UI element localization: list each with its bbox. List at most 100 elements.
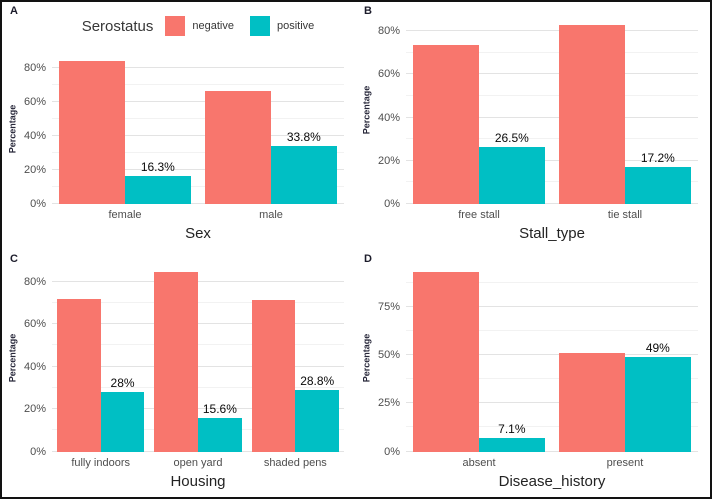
gridline-minor <box>52 151 344 153</box>
gridline-minor <box>406 281 698 283</box>
y-axis-title-wrap: Percentage <box>358 16 374 204</box>
bar-positive <box>125 176 191 204</box>
gridline-major <box>406 203 698 204</box>
bar-value-label: 26.5% <box>494 130 529 145</box>
legend-label-positive: positive <box>277 20 315 32</box>
y-tick-label: 75% <box>377 300 400 313</box>
y-tick-label: 0% <box>384 445 400 458</box>
panel-letter: D <box>364 252 372 265</box>
gridline-major <box>52 134 344 136</box>
legend-item-negative: negative <box>165 16 234 36</box>
bar-negative <box>56 298 101 452</box>
x-tick-label: fully indoors <box>71 456 131 469</box>
bar-value-label: 7.1% <box>498 421 526 436</box>
gridline-major <box>52 408 344 410</box>
gridline-minor <box>406 51 698 53</box>
bar-positive <box>625 357 691 452</box>
y-tick-label: 50% <box>377 349 400 362</box>
y-tick-label: 0% <box>30 198 46 210</box>
bar-negative <box>559 353 625 452</box>
panel-letter: A <box>10 5 18 17</box>
panel-d: D Percentage 7.1% 49% Disease_history 0% 2… <box>356 250 710 498</box>
bar-value-label: 33.8% <box>286 130 321 145</box>
bar-positive <box>295 390 340 452</box>
legend-label-negative: negative <box>192 20 234 32</box>
x-tick-label: free stall <box>458 209 500 221</box>
legend: Serostatus negative positive <box>52 6 344 46</box>
y-tick-label: 60% <box>377 68 400 81</box>
gridline-minor <box>52 117 344 119</box>
y-tick-label: 0% <box>384 198 400 210</box>
gridline-major <box>52 365 344 367</box>
gridline-major <box>406 402 698 404</box>
gridline-major <box>52 203 344 204</box>
y-tick-label: 40% <box>377 111 400 124</box>
y-tick-label: 60% <box>23 318 46 331</box>
y-tick-label: 60% <box>23 95 46 108</box>
x-tick-label: open yard <box>173 456 223 469</box>
gridline-minor <box>406 378 698 380</box>
bar-value-label: 16.3% <box>140 160 175 175</box>
plot-area: 7.1% 49% <box>406 264 698 452</box>
gridline-major <box>406 450 698 452</box>
legend-swatch-negative-icon <box>165 16 186 36</box>
x-axis-title: Sex <box>185 225 211 242</box>
gridline-minor <box>406 181 698 183</box>
y-axis-title: Percentage <box>7 333 17 382</box>
gridline-major <box>406 159 698 161</box>
bar-positive <box>198 418 242 452</box>
y-tick-label: 25% <box>377 397 400 410</box>
bar-positive <box>271 146 337 204</box>
gridline-minor <box>52 386 344 388</box>
gridline-major <box>406 30 698 32</box>
gridline-minor <box>406 426 698 428</box>
y-tick-label: 40% <box>23 360 46 373</box>
gridline-major <box>406 116 698 118</box>
legend-item-positive: positive <box>250 16 314 36</box>
panel-letter: C <box>10 252 18 265</box>
x-axis-title: Disease_history <box>498 472 606 490</box>
gridline-major <box>52 66 344 68</box>
legend-swatch-positive-icon <box>250 16 270 36</box>
x-axis-title: Housing <box>170 472 226 490</box>
panel-c: C Percentage 28% 15.6% 28.8% Housing 0% 20%… <box>2 250 356 498</box>
y-tick-label: 20% <box>23 163 46 176</box>
x-tick-label: female <box>108 209 142 221</box>
gridline-minor <box>52 83 344 85</box>
bar-positive <box>625 166 691 204</box>
x-tick-label: absent <box>462 456 496 469</box>
y-tick-label: 20% <box>377 154 400 167</box>
bar-negative <box>413 272 479 452</box>
gridline-major <box>406 73 698 75</box>
panel-letter: B <box>364 5 372 17</box>
gridline-minor <box>406 94 698 96</box>
gridline-minor <box>52 344 344 346</box>
gridline-major <box>52 100 344 102</box>
bar-negative <box>251 300 296 452</box>
y-tick-label: 80% <box>377 25 400 38</box>
plot-area: 16.3% 33.8% <box>52 54 344 204</box>
panel-b: B Percentage 26.5% 17.2% Stall_type 0% 20%… <box>356 2 710 250</box>
y-tick-label: 20% <box>23 403 46 416</box>
legend-title: Serostatus <box>81 17 154 35</box>
bar-negative <box>559 25 625 204</box>
y-axis-title: Percentage <box>361 85 371 135</box>
bar-positive <box>479 437 545 452</box>
bar-value-label: 28% <box>110 376 135 391</box>
x-tick-label: male <box>259 209 283 221</box>
gridline-minor <box>406 330 698 331</box>
bar-value-label: 28.8% <box>300 374 335 389</box>
bar-value-label: 49% <box>645 341 670 356</box>
gridline-major <box>406 354 698 356</box>
y-axis-title-wrap: Percentage <box>4 264 20 452</box>
gridline-major <box>52 168 344 170</box>
bar-value-label: 15.6% <box>202 402 237 417</box>
panel-a: A Serostatus negative positive Percentag… <box>2 2 356 250</box>
plot-area: 28% 15.6% 28.8% <box>52 264 344 452</box>
gridline-minor <box>406 138 698 140</box>
bar-negative <box>413 45 479 204</box>
bar-negative <box>154 272 198 452</box>
bar-positive <box>100 392 145 452</box>
y-tick-label: 80% <box>23 275 46 288</box>
